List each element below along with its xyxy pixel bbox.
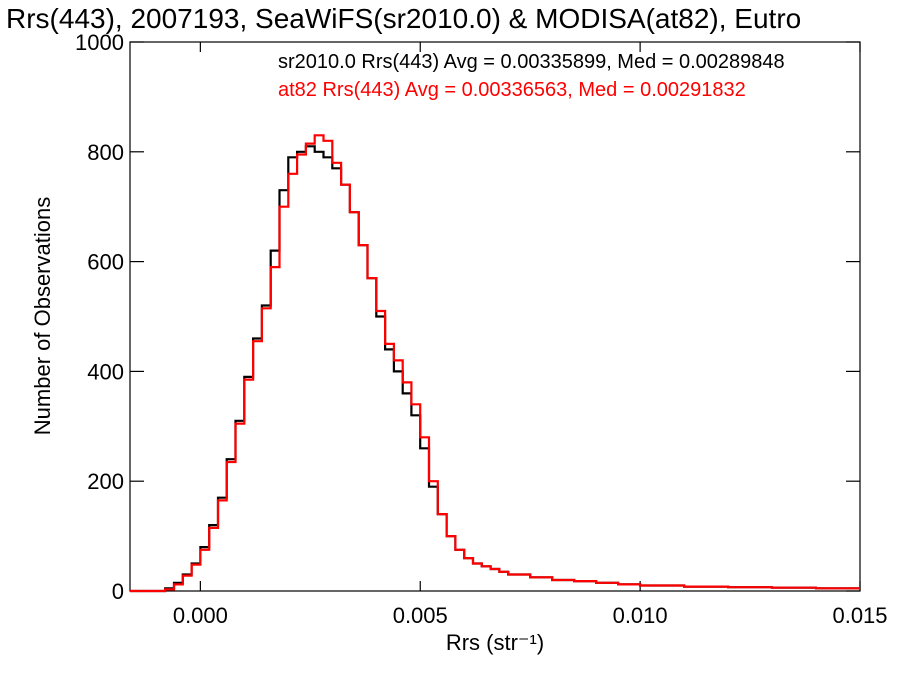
y-tick-label: 800: [87, 140, 124, 165]
x-tick-label: 0.010: [613, 603, 668, 628]
chart-title: Rrs(443), 2007193, SeaWiFS(sr2010.0) & M…: [6, 3, 801, 34]
x-tick-label: 0.005: [393, 603, 448, 628]
axis-ticks: [130, 41, 861, 592]
x-axis-label: Rrs (str⁻¹): [446, 630, 544, 655]
legend-series-2: at82 Rrs(443) Avg = 0.00336563, Med = 0.…: [278, 79, 746, 101]
x-tick-labels: 0.000 0.005 0.010 0.015: [173, 603, 888, 628]
y-tick-label: 0: [112, 579, 124, 604]
x-tick-label: 0.015: [832, 603, 887, 628]
legend-series-1: sr2010.0 Rrs(443) Avg = 0.00335899, Med …: [278, 51, 785, 73]
y-tick-label: 400: [87, 359, 124, 384]
y-tick-label: 600: [87, 250, 124, 275]
series-line-2: [130, 134, 860, 593]
series-lines: [130, 134, 860, 593]
y-tick-label: 1000: [75, 30, 124, 55]
plot-frame: [129, 41, 861, 592]
series-line-1: [130, 145, 860, 593]
y-tick-labels: 0 200 400 600 800 1000: [75, 30, 124, 604]
x-tick-label: 0.000: [173, 603, 228, 628]
y-axis-label: Number of Observations: [30, 197, 55, 435]
y-tick-label: 200: [87, 469, 124, 494]
